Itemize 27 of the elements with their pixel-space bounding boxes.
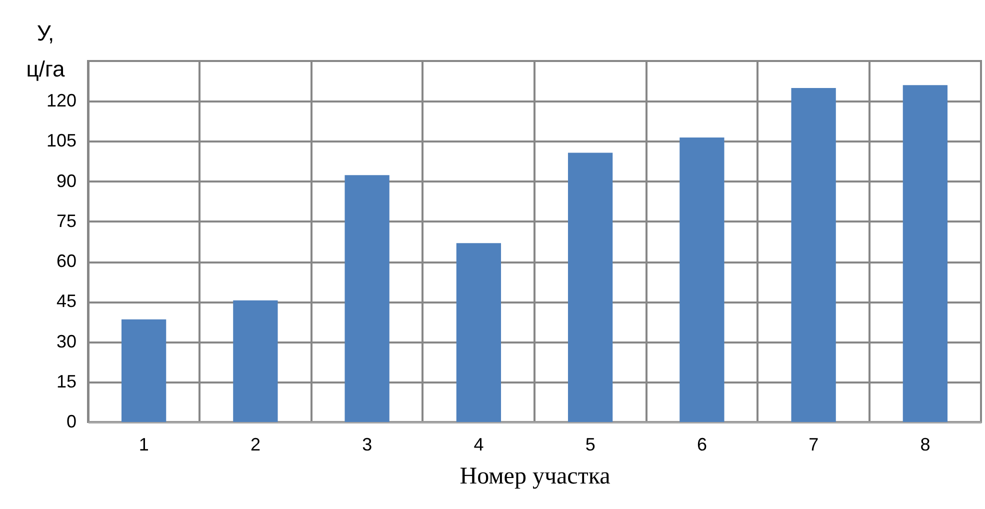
bar [344, 175, 390, 422]
y-tick-label: 15 [56, 371, 76, 392]
y-tick-label: 60 [56, 251, 76, 272]
y-tick-label: 30 [56, 331, 76, 352]
y-tick-label: 75 [56, 210, 76, 231]
bar [121, 319, 166, 422]
y-axis-title: У, ц/га [26, 20, 66, 82]
bar [233, 300, 278, 422]
y-tick-label: 0 [66, 412, 76, 432]
bar [902, 85, 948, 422]
y-tick-label: 90 [56, 170, 76, 191]
y-tick-label: 45 [56, 291, 76, 312]
bar [791, 88, 836, 422]
x-tick-label: 7 [808, 434, 819, 454]
x-tick-label: 8 [920, 434, 930, 454]
y-tick-label: 105 [46, 130, 76, 151]
x-tick-label: 5 [585, 434, 596, 454]
bar [456, 243, 502, 422]
x-tick-label: 1 [138, 434, 149, 454]
x-tick-label: 6 [696, 434, 707, 454]
y-tick-label: 120 [46, 90, 76, 111]
x-tick-label: 4 [474, 434, 484, 454]
x-tick-label: 2 [250, 434, 260, 454]
x-axis-title: Номер участка [460, 464, 611, 490]
bar [568, 152, 613, 422]
x-tick-label: 3 [362, 434, 372, 454]
bar [680, 137, 724, 422]
